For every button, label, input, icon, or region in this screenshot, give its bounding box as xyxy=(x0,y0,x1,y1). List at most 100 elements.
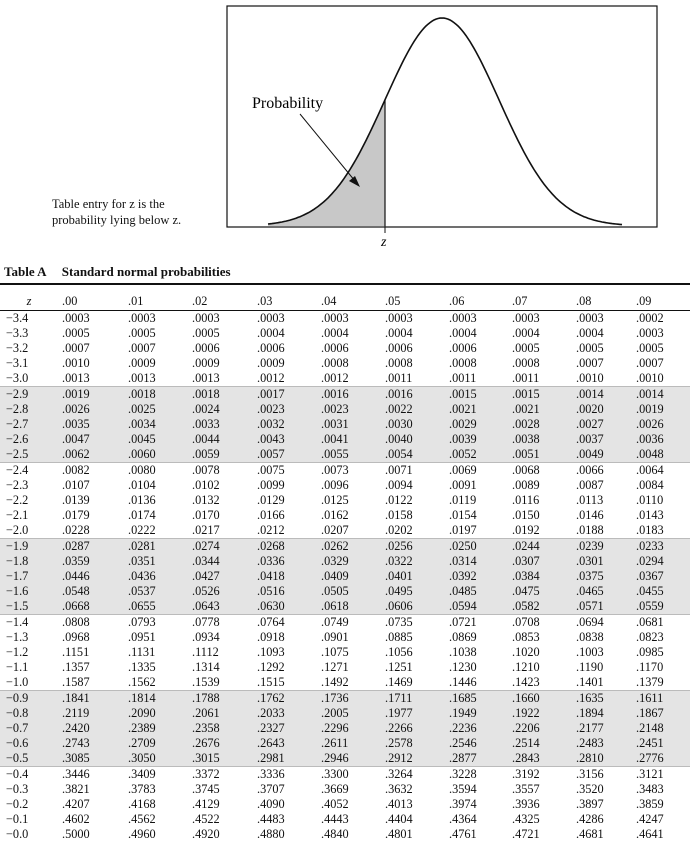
probability-cell: .0004 xyxy=(257,326,285,340)
probability-cell: .2912 xyxy=(381,751,445,767)
probability-cell: .1977 xyxy=(381,706,445,721)
z-value-cell: −2.0 xyxy=(6,523,29,537)
probability-cell: .1335 xyxy=(128,660,156,674)
table-row: −3.0 .0013 .0013 .0013 .0012 .0012 .0011 .0011.… xyxy=(0,371,690,387)
probability-cell: .0495 xyxy=(381,584,445,599)
probability-cell: .4721 xyxy=(512,827,540,841)
probability-cell: .0009 xyxy=(128,356,156,370)
probability-cell: .1711 xyxy=(381,690,445,706)
probability-cell: .0239 xyxy=(572,538,632,554)
probability-cell: .0013 xyxy=(62,371,90,385)
probability-cell: .0023 xyxy=(317,402,381,417)
probability-cell: .0367 xyxy=(632,569,690,584)
column-header: .05 xyxy=(381,292,445,311)
probability-cell: .0129 xyxy=(257,493,285,507)
probability-cell: .0011 xyxy=(512,371,540,385)
probability-cell: .0007 xyxy=(576,356,604,370)
probability-cell: .2033 xyxy=(253,706,317,721)
probability-cell: .0003 xyxy=(576,311,604,325)
probability-cell: .0427 xyxy=(188,569,253,584)
probability-cell: .2676 xyxy=(188,736,253,751)
probability-cell: .1190 xyxy=(576,660,604,674)
table-row: −0.1 .4602 .4562 .4522 .4483 .4443 .4404 .4364.… xyxy=(0,812,690,827)
table-header-row: z .00.01.02.03.04.05.06.07.08.09 xyxy=(0,292,690,311)
table-row: −1.6.0548.0537.0526.0516.0505.0495.0485.… xyxy=(0,584,690,599)
probability-cell: .2514 xyxy=(508,736,572,751)
probability-cell: .0207 xyxy=(321,523,349,537)
z-value-cell: −3.1 xyxy=(6,356,29,370)
probability-cell: .2266 xyxy=(381,721,445,736)
table-title-text: Standard normal probabilities xyxy=(61,264,231,279)
probability-cell: .0901 xyxy=(321,630,349,644)
probability-cell: .0048 xyxy=(632,447,690,463)
column-header: .09 xyxy=(632,292,690,311)
probability-cell: .0301 xyxy=(572,554,632,569)
z-value-cell: −1.8 xyxy=(0,554,58,569)
probability-cell: .0162 xyxy=(321,508,349,522)
bell-curve xyxy=(267,17,623,226)
probability-cell: .0025 xyxy=(124,402,188,417)
table-number: Table A xyxy=(4,264,47,279)
table-row: −1.2 .1151 .1131 .1112 .1093 .1075 .1056 .1038.… xyxy=(0,645,690,660)
probability-table: z .00.01.02.03.04.05.06.07.08.09 −3.4 .00… xyxy=(0,292,690,842)
probability-cell: .0037 xyxy=(572,432,632,447)
table-top-rule xyxy=(0,283,690,285)
z-value-cell: −2.7 xyxy=(0,417,58,432)
probability-cell: .0096 xyxy=(321,478,349,492)
table-row: −1.0 .1587 .1562 .1539 .1515 .1492 .1469 .1446.… xyxy=(0,675,690,691)
probability-cell: .0021 xyxy=(508,402,572,417)
probability-cell: .0322 xyxy=(381,554,445,569)
probability-cell: .2709 xyxy=(124,736,188,751)
probability-label: Probability xyxy=(252,95,323,112)
probability-cell: .1736 xyxy=(317,690,381,706)
probability-cell: .4129 xyxy=(192,797,220,811)
probability-cell: .1423 xyxy=(512,675,540,689)
probability-cell: .2546 xyxy=(445,736,508,751)
probability-cell: .0228 xyxy=(62,523,90,537)
probability-cell: .0244 xyxy=(508,538,572,554)
probability-cell: .0022 xyxy=(381,402,445,417)
probability-cell: .1446 xyxy=(449,675,477,689)
probability-cell: .0869 xyxy=(449,630,477,644)
probability-cell: .2643 xyxy=(253,736,317,751)
probability-cell: .0764 xyxy=(253,614,317,630)
probability-cell: .0749 xyxy=(317,614,381,630)
probability-cell: .4761 xyxy=(449,827,477,841)
probability-cell: .4404 xyxy=(385,812,413,826)
table-row: −0.3 .3821 .3783 .3745 .3707 .3669 .3632 .3594.… xyxy=(0,782,690,797)
probability-cell: .1093 xyxy=(257,645,285,659)
probability-cell: .0217 xyxy=(192,523,220,537)
probability-cell: .1635 xyxy=(572,690,632,706)
probability-cell: .0015 xyxy=(445,386,508,402)
table-row: −0.2 .4207 .4168 .4129 .4090 .4052 .4013 .3974.… xyxy=(0,797,690,812)
probability-cell: .0192 xyxy=(512,523,540,537)
probability-cell: .0146 xyxy=(576,508,604,522)
probability-cell: .0021 xyxy=(445,402,508,417)
z-value-cell: −1.9 xyxy=(0,538,58,554)
probability-cell: .3745 xyxy=(192,782,220,796)
probability-cell: .1020 xyxy=(512,645,540,659)
z-value-cell: −0.7 xyxy=(0,721,58,736)
probability-cell: .0008 xyxy=(321,356,349,370)
probability-cell: .0006 xyxy=(321,341,349,355)
probability-cell: .0004 xyxy=(385,326,413,340)
probability-cell: .0329 xyxy=(317,554,381,569)
table-entry-note: Table entry for z is the probability lyi… xyxy=(52,196,181,228)
column-header: .00 xyxy=(58,292,124,311)
probability-cell: .0003 xyxy=(449,311,477,325)
probability-cell: .4247 xyxy=(636,812,664,826)
probability-cell: .0034 xyxy=(124,417,188,432)
z-value-cell: −0.9 xyxy=(0,690,58,706)
probability-cell: .3446 xyxy=(58,766,124,782)
probability-cell: .4522 xyxy=(192,812,220,826)
probability-cell: .0778 xyxy=(188,614,253,630)
probability-cell: .0027 xyxy=(572,417,632,432)
probability-cell: .0059 xyxy=(188,447,253,463)
z-value-cell: −3.3 xyxy=(6,326,29,340)
probability-cell: .0559 xyxy=(632,599,690,615)
probability-cell: .3121 xyxy=(632,766,690,782)
z-value-cell: −0.6 xyxy=(0,736,58,751)
probability-cell: .0018 xyxy=(188,386,253,402)
probability-cell: .3228 xyxy=(445,766,508,782)
probability-cell: .0032 xyxy=(253,417,317,432)
